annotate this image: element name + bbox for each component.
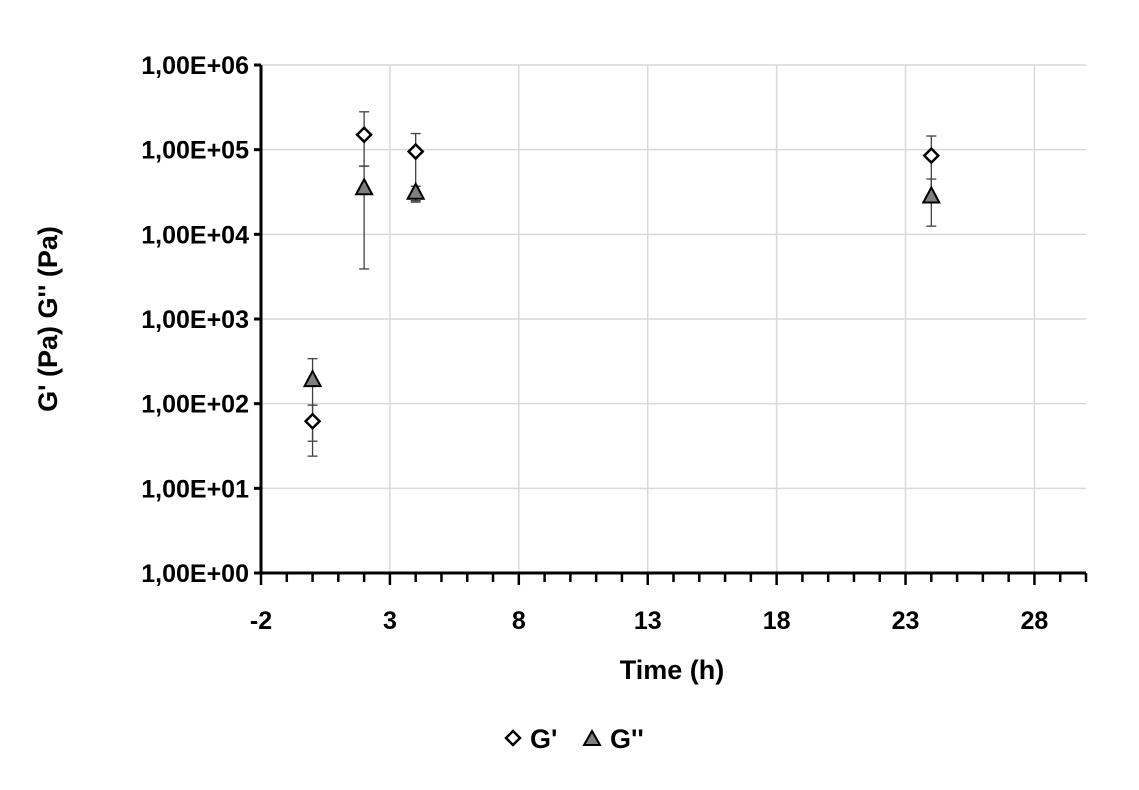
- axis-ticks: [254, 63, 1088, 585]
- g-double-prime-point: [354, 177, 374, 196]
- error-bars: [307, 111, 937, 457]
- x-tick-label: 28: [1021, 607, 1049, 635]
- legend: G' G'': [504, 724, 644, 754]
- g-prime-point: [406, 142, 425, 161]
- g-double-prime-point: [302, 368, 323, 388]
- y-tick-label: 1,00E+04: [141, 221, 249, 249]
- legend-diamond-icon: [504, 729, 522, 747]
- x-tick-label: 23: [892, 607, 920, 635]
- x-tick-label: 13: [634, 607, 662, 635]
- legend-label-g-double-prime: G'': [610, 724, 644, 754]
- x-tick-label: -2: [250, 607, 272, 635]
- x-axis-title: Time (h): [620, 655, 725, 685]
- g-double-prime-point: [406, 181, 426, 200]
- y-tick-label: 1,00E+02: [141, 391, 249, 419]
- x-tick-label: 3: [383, 607, 397, 635]
- g-double-prime-point: [921, 185, 941, 204]
- y-tick-label: 1,00E+06: [141, 52, 249, 80]
- data-points: [302, 125, 941, 431]
- legend-label-g-prime: G': [530, 724, 557, 754]
- legend-triangle-icon: [582, 728, 602, 746]
- y-tick-label: 1,00E+00: [141, 560, 249, 588]
- g-prime-point: [303, 412, 322, 431]
- g-prime-point: [922, 146, 941, 165]
- y-axis-title: G' (Pa) G'' (Pa): [33, 226, 63, 412]
- x-tick-label: 18: [763, 607, 791, 635]
- x-tick-labels: -2 3 8 13 18 23 28: [250, 607, 1049, 635]
- x-tick-label: 8: [512, 607, 526, 635]
- y-tick-label: 1,00E+03: [141, 306, 249, 334]
- grid-lines: [261, 64, 1086, 573]
- y-tick-label: 1,00E+05: [141, 137, 249, 165]
- y-tick-labels: 1,00E+00 1,00E+01 1,00E+02 1,00E+03 1,00E+04…: [141, 52, 249, 588]
- g-prime-point: [355, 125, 373, 144]
- y-tick-label: 1,00E+01: [141, 475, 249, 503]
